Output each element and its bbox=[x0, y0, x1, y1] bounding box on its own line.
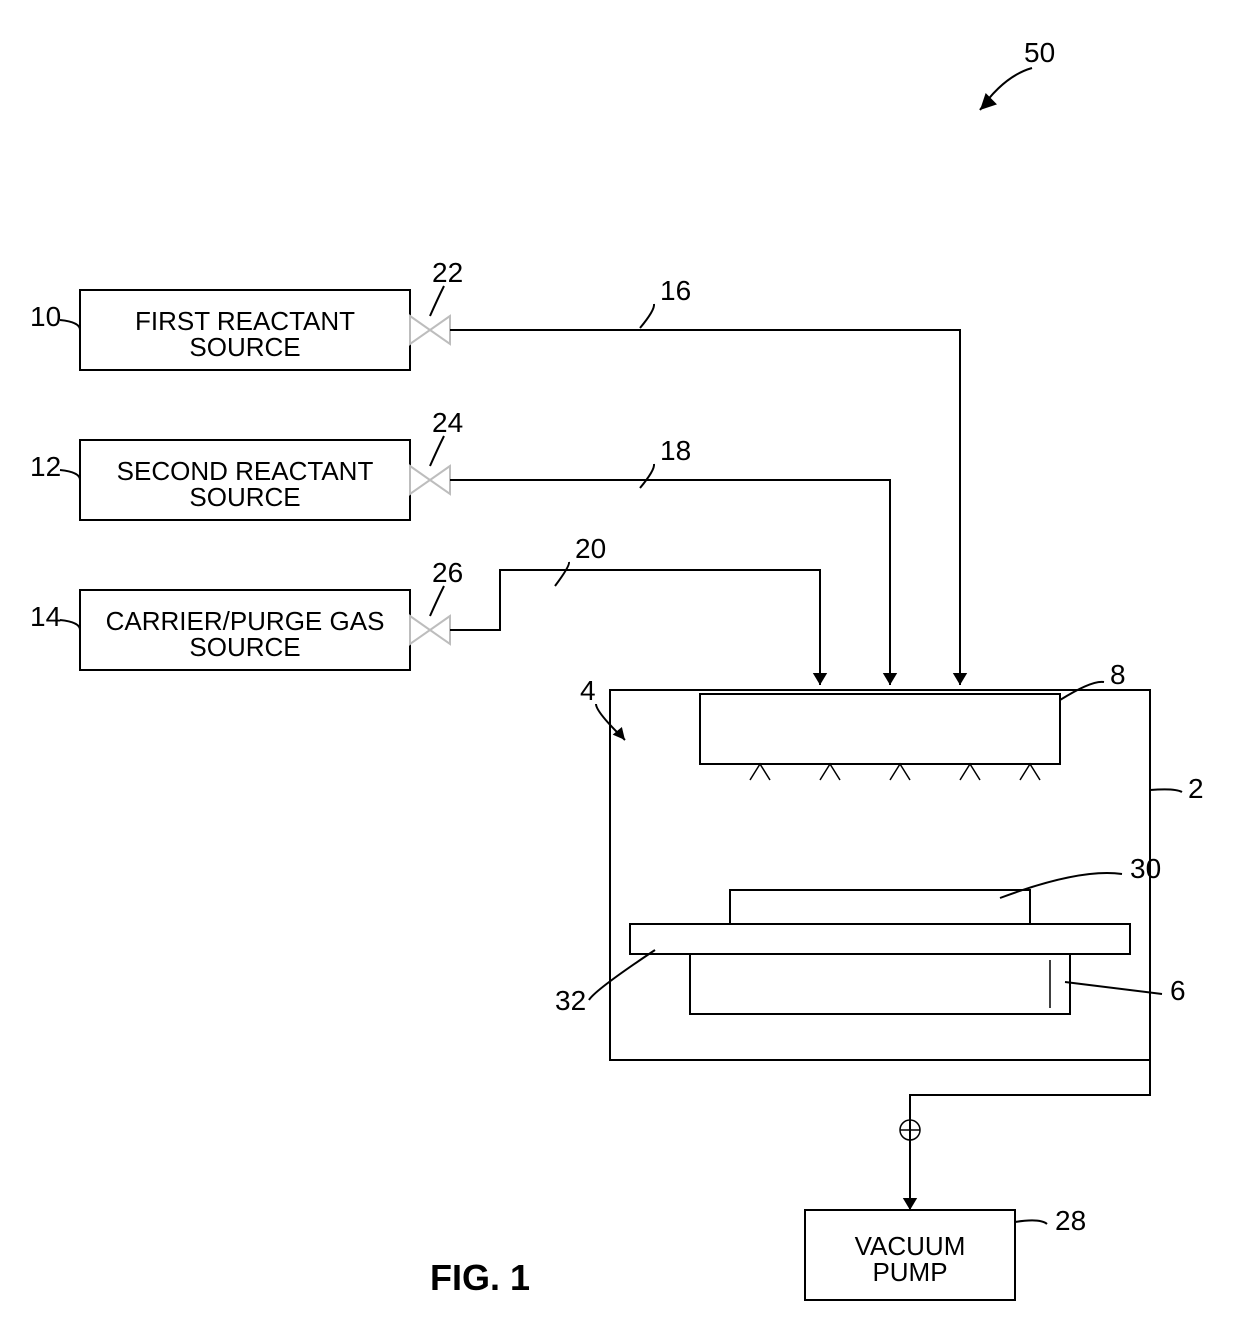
ref-12: 12 bbox=[30, 451, 61, 482]
ref-18: 18 bbox=[660, 435, 691, 466]
ref-10: 10 bbox=[30, 301, 61, 332]
ref-50: 50 bbox=[1024, 37, 1055, 68]
ref-4: 4 bbox=[580, 675, 596, 706]
ref-16: 16 bbox=[660, 275, 691, 306]
pipe-carrier_purge bbox=[450, 570, 820, 685]
source-label-carrier_purge-1: SOURCE bbox=[189, 632, 300, 662]
pipe-first_reactant bbox=[450, 330, 960, 685]
wafer bbox=[730, 890, 1030, 924]
nozzle-icon bbox=[960, 764, 980, 780]
ref-14: 14 bbox=[30, 601, 61, 632]
ref-30: 30 bbox=[1130, 853, 1161, 884]
nozzle-icon bbox=[750, 764, 770, 780]
source-label-second_reactant-1: SOURCE bbox=[189, 482, 300, 512]
nozzle-icon bbox=[820, 764, 840, 780]
pump-label-1: PUMP bbox=[872, 1257, 947, 1287]
nozzle-icon bbox=[1020, 764, 1040, 780]
source-label-first_reactant-1: SOURCE bbox=[189, 332, 300, 362]
showerhead bbox=[700, 694, 1060, 764]
diagram-canvas: 50FIRST REACTANTSOURCE102216SECOND REACT… bbox=[0, 0, 1240, 1338]
ref-20: 20 bbox=[575, 533, 606, 564]
ref-8: 8 bbox=[1110, 659, 1126, 690]
pedestal bbox=[690, 954, 1070, 1014]
ref-2: 2 bbox=[1188, 773, 1204, 804]
pipe-second_reactant bbox=[450, 480, 890, 685]
ref-22: 22 bbox=[432, 257, 463, 288]
ref-6: 6 bbox=[1170, 975, 1186, 1006]
ref-28: 28 bbox=[1055, 1205, 1086, 1236]
ref-26: 26 bbox=[432, 557, 463, 588]
nozzle-icon bbox=[890, 764, 910, 780]
ref-24: 24 bbox=[432, 407, 463, 438]
exhaust-line bbox=[910, 1060, 1150, 1210]
susceptor bbox=[630, 924, 1130, 954]
ref-32: 32 bbox=[555, 985, 586, 1016]
figure-title: FIG. 1 bbox=[430, 1257, 530, 1298]
